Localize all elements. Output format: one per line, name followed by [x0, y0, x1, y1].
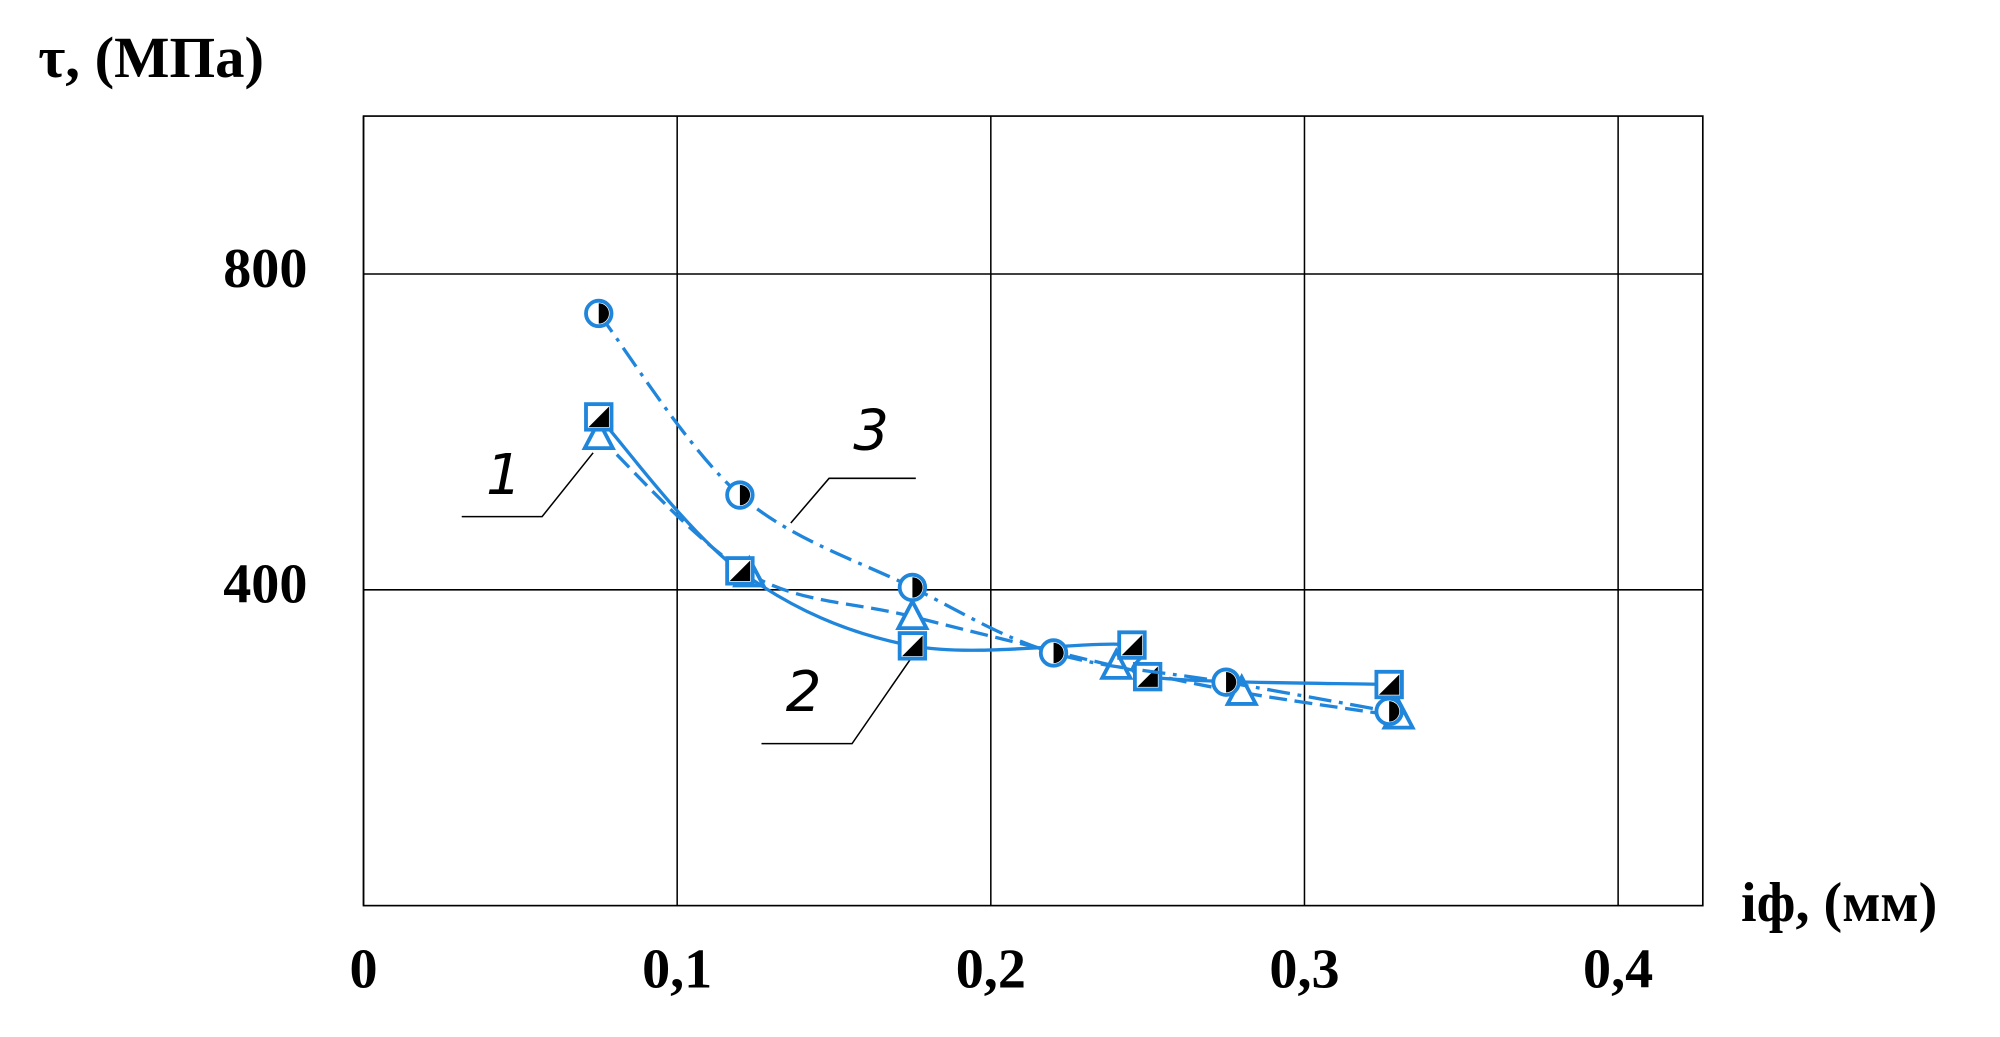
- marker-fill: [912, 577, 923, 598]
- data-point: [897, 631, 928, 661]
- x-tick-label: 0,3: [1269, 938, 1339, 1000]
- marker: [895, 597, 930, 631]
- marker-fill: [729, 560, 751, 582]
- data-point: [1374, 696, 1404, 727]
- y-axis-label: τ, (МПа): [38, 25, 264, 90]
- data-point: [725, 480, 755, 510]
- leader-line: [761, 656, 913, 745]
- series-label: 2: [786, 660, 822, 725]
- x-tick-label: 0: [349, 938, 377, 1000]
- data-point: [581, 417, 616, 451]
- data-point: [725, 556, 755, 586]
- data-point: [584, 402, 614, 432]
- data-point: [584, 298, 614, 329]
- y-tick-label: 800: [223, 238, 307, 300]
- data-point: [897, 572, 928, 603]
- marker-fill: [902, 635, 923, 657]
- marker-fill: [598, 303, 609, 324]
- data-point: [1374, 669, 1404, 700]
- x-tick-label: 0,4: [1583, 938, 1653, 1000]
- data-point: [1038, 638, 1069, 668]
- x-tick-label: 0,2: [956, 938, 1026, 1000]
- data-point: [1211, 667, 1241, 697]
- data-point: [1132, 661, 1163, 692]
- marker-fill: [1378, 674, 1400, 695]
- x-axis-label: iф, (мм): [1741, 872, 1937, 934]
- series-line: [597, 415, 1390, 687]
- leader-line: [461, 452, 594, 518]
- y-tick-label: 400: [223, 554, 307, 616]
- marker: [581, 417, 616, 451]
- data-point: [895, 597, 930, 631]
- data-point: [1117, 630, 1147, 660]
- x-tick-label: 0,1: [642, 938, 712, 1000]
- series-label: 3: [853, 398, 889, 463]
- leader-line: [790, 477, 916, 524]
- marker-fill: [1226, 671, 1237, 693]
- marker-fill: [1053, 642, 1064, 664]
- marker-fill: [1389, 701, 1400, 722]
- marker-fill: [739, 484, 751, 506]
- series-label: 1: [486, 443, 522, 508]
